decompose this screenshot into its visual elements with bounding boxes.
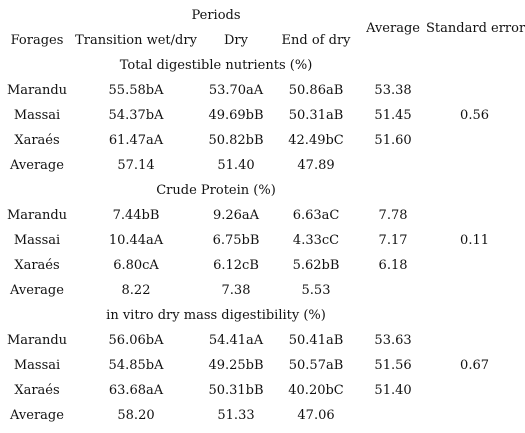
transition-value: 7.44bB <box>112 208 160 223</box>
end-of-dry-value: 47.06 <box>297 408 335 423</box>
forage-name: Massai <box>13 358 61 373</box>
transition-value: 8.22 <box>121 283 151 298</box>
forage-name: Massai <box>13 108 61 123</box>
average-value: 51.40 <box>374 383 412 398</box>
transition-value: 58.20 <box>117 408 155 423</box>
transition-value: 55.58bA <box>108 83 164 98</box>
dry-value: 53.70aA <box>208 83 264 98</box>
section-title: Crude Protein (%) <box>156 183 276 198</box>
forage-name: Average <box>10 158 64 173</box>
average-value: 7.78 <box>378 208 408 223</box>
end-of-dry-value: 5.62bB <box>292 258 340 273</box>
header-end-of-dry: End of dry <box>281 33 351 48</box>
end-of-dry-value: 42.49bC <box>288 133 344 148</box>
end-of-dry-value: 50.86aB <box>288 83 344 98</box>
forage-name: Marandu <box>6 333 68 348</box>
average-value <box>360 403 426 428</box>
header-dry: Dry <box>224 33 248 48</box>
transition-value: 6.80cA <box>113 258 159 273</box>
table-row-average: Average 58.20 51.33 47.06 <box>2 403 523 428</box>
end-of-dry-value: 6.63aC <box>292 208 340 223</box>
header-forages: Forages <box>10 33 64 48</box>
section-title-row: Crude Protein (%) <box>2 178 523 203</box>
average-value: 51.45 <box>374 108 412 123</box>
table-row-average: Average 8.22 7.38 5.53 <box>2 278 523 303</box>
header-row-columns: Forages Transition wet/dry Dry End of dr… <box>2 28 523 53</box>
dry-value: 51.40 <box>217 158 255 173</box>
transition-value: 57.14 <box>117 158 155 173</box>
table-row: Massai 54.85bA 49.25bB 50.57aB 51.56 0.6… <box>2 353 523 378</box>
end-of-dry-value: 4.33cC <box>292 233 340 248</box>
average-value: 51.60 <box>374 133 412 148</box>
section-title: Total digestible nutrients (%) <box>119 58 313 73</box>
table-row: Massai 54.37bA 49.69bB 50.31aB 51.45 0.5… <box>2 103 523 128</box>
forage-name: Xaraés <box>14 133 60 148</box>
section-total-digestible-nutrients: Total digestible nutrients (%) Marandu 5… <box>2 53 523 178</box>
forage-name: Xaraés <box>14 383 60 398</box>
table-row: Xaraés 6.80cA 6.12cB 5.62bB 6.18 <box>2 253 523 278</box>
table-row: Marandu 56.06bA 54.41aA 50.41aB 53.63 <box>2 328 523 353</box>
header-row-periods: Periods Average Standard error <box>2 4 525 36</box>
header-average: Average <box>366 20 420 36</box>
section-title-row: in vitro dry mass digestibility (%) <box>2 303 523 328</box>
dry-value: 6.75bB <box>212 233 260 248</box>
dry-value: 9.26aA <box>212 208 260 223</box>
table-row: Marandu 55.58bA 53.70aA 50.86aB 53.38 <box>2 78 523 103</box>
end-of-dry-value: 50.31aB <box>288 108 344 123</box>
header-standard-error: Standard error <box>426 20 525 36</box>
table-row-average: Average 57.14 51.40 47.89 <box>2 153 523 178</box>
transition-value: 10.44aA <box>108 233 164 248</box>
forage-name: Average <box>10 283 64 298</box>
average-value <box>360 278 426 303</box>
transition-value: 56.06bA <box>108 333 164 348</box>
forage-name: Average <box>10 408 64 423</box>
end-of-dry-value: 40.20bC <box>288 383 344 398</box>
average-value: 53.63 <box>374 333 412 348</box>
transition-value: 54.85bA <box>108 358 164 373</box>
section-title: in vitro dry mass digestibility (%) <box>106 308 326 323</box>
section-in-vitro-digestibility: in vitro dry mass digestibility (%) Mara… <box>2 303 523 428</box>
section-crude-protein: Crude Protein (%) Marandu 7.44bB 9.26aA … <box>2 178 523 303</box>
forage-quality-table: Periods Average Standard error Forages T… <box>2 4 525 428</box>
dry-value: 50.82bB <box>208 133 264 148</box>
end-of-dry-value: 47.89 <box>297 158 335 173</box>
average-value: 7.17 <box>378 233 408 248</box>
transition-value: 54.37bA <box>108 108 164 123</box>
header-transition: Transition wet/dry <box>75 33 197 48</box>
average-value: 6.18 <box>378 258 408 273</box>
transition-value: 63.68aA <box>108 383 164 398</box>
dry-value: 49.25bB <box>208 358 264 373</box>
end-of-dry-value: 50.57aB <box>288 358 344 373</box>
table-row: Massai 10.44aA 6.75bB 4.33cC 7.17 0.11 <box>2 228 523 253</box>
section-title-row: Total digestible nutrients (%) <box>2 53 523 78</box>
table-row: Marandu 7.44bB 9.26aA 6.63aC 7.78 <box>2 203 523 228</box>
dry-value: 49.69bB <box>208 108 264 123</box>
forage-name: Marandu <box>6 83 68 98</box>
dry-value: 51.33 <box>217 408 255 423</box>
table-row: Xaraés 63.68aA 50.31bB 40.20bC 51.40 <box>2 378 523 403</box>
dry-value: 7.38 <box>221 283 251 298</box>
header-periods: Periods <box>191 8 241 23</box>
transition-value: 61.47aA <box>108 133 164 148</box>
standard-error-value: 0.56 <box>460 108 489 123</box>
forage-name: Xaraés <box>14 258 60 273</box>
dry-value: 6.12cB <box>213 258 259 273</box>
average-value <box>360 153 426 178</box>
standard-error-value: 0.11 <box>460 233 489 248</box>
end-of-dry-value: 50.41aB <box>288 333 344 348</box>
end-of-dry-value: 5.53 <box>301 283 331 298</box>
forage-name: Massai <box>13 233 61 248</box>
average-value: 51.56 <box>374 358 412 373</box>
header-forages-spacer <box>2 4 72 28</box>
table-row: Xaraés 61.47aA 50.82bB 42.49bC 51.60 <box>2 128 523 153</box>
standard-error-value: 0.67 <box>460 358 489 373</box>
forage-name: Marandu <box>6 208 68 223</box>
dry-value: 50.31bB <box>208 383 264 398</box>
average-value: 53.38 <box>374 83 412 98</box>
dry-value: 54.41aA <box>208 333 264 348</box>
